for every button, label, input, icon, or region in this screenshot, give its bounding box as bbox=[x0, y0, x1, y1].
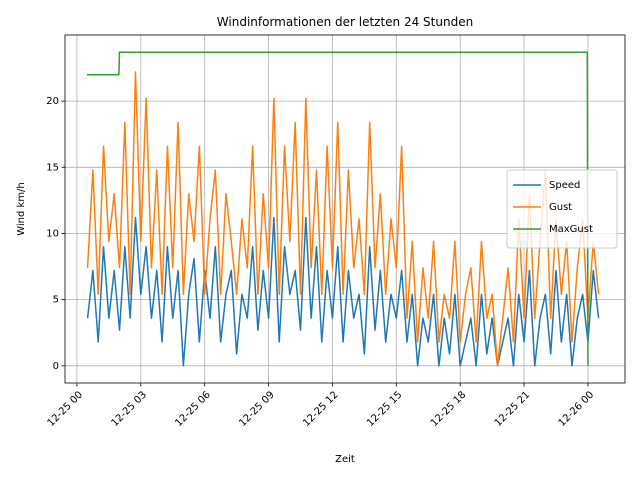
y-tick-label: 20 bbox=[46, 96, 59, 107]
legend-label: Speed bbox=[549, 180, 580, 191]
x-tick-label: 12-25 00 bbox=[46, 389, 86, 429]
line-series bbox=[86, 216, 600, 367]
x-tick-label: 12-25 15 bbox=[365, 389, 405, 429]
x-tick-label: 12-25 12 bbox=[301, 389, 341, 429]
line-series bbox=[86, 71, 600, 367]
y-tick-label: 5 bbox=[53, 295, 59, 306]
y-tick-label: 10 bbox=[46, 228, 59, 239]
y-tick-label: 0 bbox=[53, 361, 59, 372]
legend-label: MaxGust bbox=[549, 224, 593, 235]
axes-frame bbox=[64, 34, 626, 384]
chart-title: Windinformationen der letzten 24 Stunden bbox=[217, 15, 473, 29]
line-series bbox=[86, 51, 589, 366]
y-tick-label: 15 bbox=[46, 162, 59, 173]
x-tick-label: 12-25 09 bbox=[237, 389, 277, 429]
x-tick-label: 12-25 03 bbox=[109, 389, 149, 429]
y-axis-label: Wind km/h bbox=[16, 182, 27, 236]
x-axis-label: Zeit bbox=[335, 454, 355, 465]
x-tick-label: 12-25 18 bbox=[429, 389, 469, 429]
legend-label: Gust bbox=[549, 202, 572, 213]
x-tick-label: 12-26 00 bbox=[557, 389, 597, 429]
x-tick-label: 12-25 21 bbox=[493, 389, 533, 429]
x-tick-label: 12-25 06 bbox=[173, 389, 213, 429]
